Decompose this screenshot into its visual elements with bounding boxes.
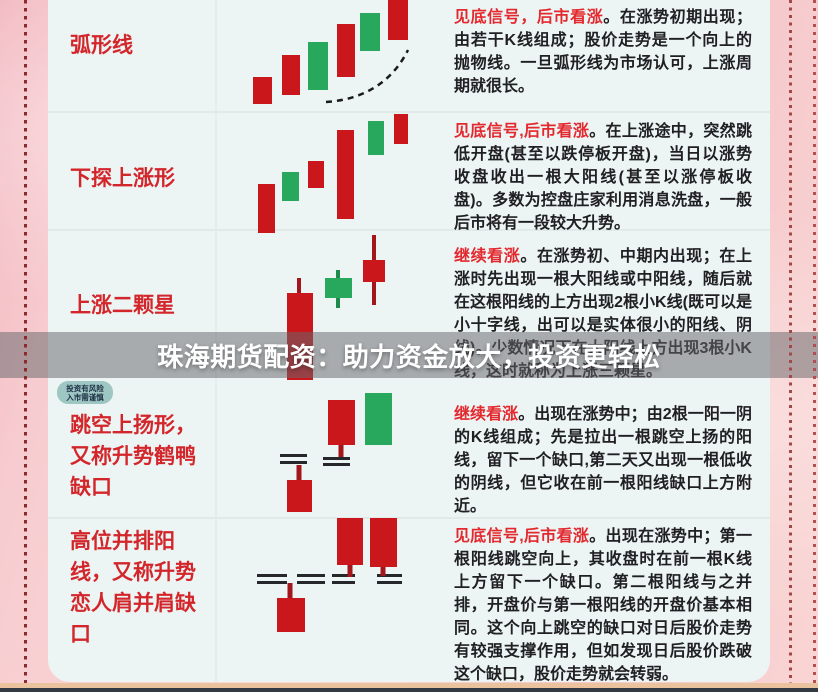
row-divider bbox=[48, 517, 770, 519]
pattern-description: 见底信号,后市看涨。出现在涨势中；第一根阳线跳空向上，其收盘时在前一根K线上方留… bbox=[454, 525, 752, 682]
description-text: 。出现在涨势中；第一根阳线跳空向上，其收盘时在前一根K线上方留下一个缺口。第二根… bbox=[454, 528, 752, 682]
pattern-row-probe-rise: 下探上涨形 见底信号,后市看涨。在上涨途中，突然跳低开盘(甚至以跌停板开盘)，当… bbox=[48, 111, 770, 232]
badge-line2: 入市需谨慎 bbox=[66, 392, 104, 402]
pattern-row-side-by-side: 高位并排阳线，又称升势恋人肩并肩缺口 见底信号,后市看涨。出现在涨势中；第一根阳… bbox=[48, 517, 770, 682]
badge-line1: 投资有风险 bbox=[66, 383, 104, 393]
dotted-border-left bbox=[24, 0, 27, 688]
dotted-border-edge bbox=[813, 0, 816, 688]
pattern-name: 跳空上扬形，又称升势鹤鸭缺口 bbox=[70, 414, 196, 499]
description-text: 。出现在涨势中；由2根一阳一阴的K线组成；先是拉出一根跳空上扬的阳线，留下一个缺… bbox=[454, 406, 752, 515]
signal-text: 继续看涨 bbox=[454, 248, 521, 265]
bottom-peach-strip bbox=[0, 683, 818, 688]
pattern-description: 见底信号，后市看涨。在涨势初期出现；由若干K线组成；股价走势是一个向上的抛物线。… bbox=[454, 6, 752, 98]
signal-text: 见底信号,后市看涨 bbox=[454, 528, 590, 545]
signal-text: 见底信号，后市看涨 bbox=[454, 9, 604, 26]
risk-disclaimer-badge: 投资有风险 入市需谨慎 bbox=[57, 381, 113, 404]
pattern-description: 见底信号,后市看涨。在上涨途中，突然跳低开盘(甚至以跌停板开盘)，当日以涨势收盘… bbox=[454, 120, 752, 235]
pattern-row-arc-line: 弧形线 见底信号，后市看涨。在涨势初期出现；由若干K线组成；股价走势是一个向上的… bbox=[48, 0, 770, 111]
description-text: 。在上涨途中，突然跳低开盘(甚至以跌停板开盘)，当日以涨势收盘收出一根大阳线(甚… bbox=[454, 123, 752, 232]
pattern-description: 继续看涨。出现在涨势中；由2根一阳一阴的K线组成；先是拉出一根跳空上扬的阳线，留… bbox=[454, 403, 752, 518]
dotted-border-right bbox=[789, 0, 792, 688]
pattern-row-gap-up: 跳空上扬形，又称升势鹤鸭缺口 继续看涨。出现在涨势中；由2根一阳一阴的K线组成；… bbox=[48, 388, 770, 517]
watermark-text: 珠海期货配资：助力资金放大，投资更轻松 bbox=[157, 341, 661, 372]
pattern-name: 高位并排阳线，又称升势恋人肩并肩缺口 bbox=[70, 530, 196, 646]
bottom-dark-bar bbox=[0, 688, 818, 692]
signal-text: 继续看涨 bbox=[454, 406, 519, 423]
signal-text: 见底信号,后市看涨 bbox=[454, 123, 590, 140]
pattern-name: 弧形线 bbox=[70, 34, 133, 57]
row-divider bbox=[48, 229, 770, 231]
row-divider bbox=[48, 111, 770, 113]
description-text: 。在涨势初期出现；由若干K线组成；股价走势是一个向上的抛物线。一旦弧形线为市场认… bbox=[454, 9, 752, 95]
pattern-name: 下探上涨形 bbox=[70, 167, 175, 190]
pattern-name: 上涨二颗星 bbox=[70, 294, 175, 317]
watermark-band: 珠海期货配资：助力资金放大，投资更轻松 bbox=[0, 332, 818, 378]
